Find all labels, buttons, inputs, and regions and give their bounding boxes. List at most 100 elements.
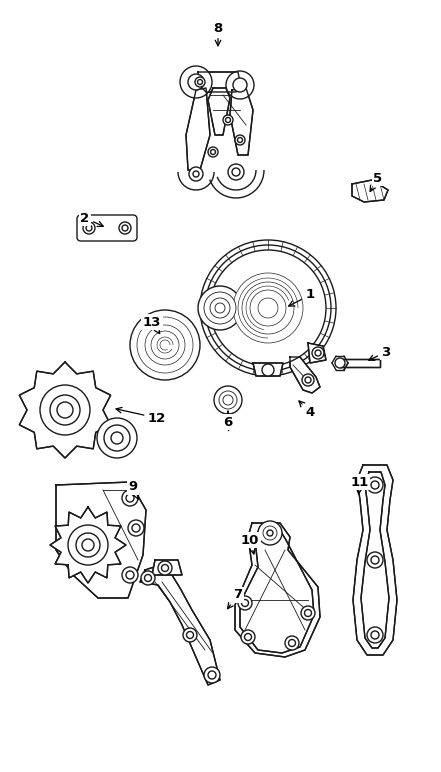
Polygon shape [340, 359, 380, 367]
Circle shape [151, 331, 179, 359]
Text: 4: 4 [299, 401, 314, 418]
Polygon shape [235, 523, 320, 657]
Circle shape [226, 71, 254, 99]
Circle shape [198, 80, 202, 84]
Text: 6: 6 [224, 411, 232, 428]
Circle shape [180, 66, 212, 98]
Text: 9: 9 [128, 480, 138, 499]
Circle shape [204, 667, 220, 683]
Text: 1: 1 [289, 289, 314, 306]
Circle shape [267, 530, 273, 536]
Circle shape [371, 556, 379, 564]
Circle shape [76, 533, 100, 557]
Circle shape [189, 167, 203, 181]
Circle shape [225, 117, 231, 123]
Circle shape [367, 477, 383, 493]
Circle shape [130, 310, 200, 380]
Circle shape [161, 564, 168, 571]
Circle shape [86, 225, 92, 231]
Text: 3: 3 [369, 346, 391, 361]
Circle shape [214, 386, 242, 414]
Circle shape [367, 552, 383, 568]
Circle shape [371, 631, 379, 639]
Circle shape [83, 222, 95, 234]
Circle shape [205, 245, 331, 371]
Circle shape [122, 490, 138, 506]
Circle shape [82, 539, 94, 551]
Text: 7: 7 [228, 588, 243, 608]
Circle shape [304, 610, 311, 617]
Circle shape [132, 524, 140, 532]
Text: 12: 12 [116, 408, 166, 425]
Circle shape [238, 596, 252, 610]
Circle shape [301, 606, 315, 620]
Polygon shape [152, 560, 182, 575]
Circle shape [126, 494, 134, 502]
Circle shape [235, 135, 245, 145]
Circle shape [233, 78, 247, 92]
Circle shape [188, 74, 204, 90]
Circle shape [183, 628, 197, 642]
Polygon shape [253, 363, 283, 376]
Circle shape [305, 377, 311, 383]
Circle shape [68, 525, 108, 565]
Circle shape [315, 350, 321, 356]
Circle shape [141, 571, 155, 585]
Circle shape [187, 631, 194, 638]
Text: 2: 2 [80, 212, 103, 226]
Circle shape [223, 395, 233, 405]
Circle shape [302, 374, 314, 386]
Text: 10: 10 [241, 533, 259, 554]
Circle shape [244, 634, 251, 641]
Circle shape [122, 567, 138, 583]
Circle shape [215, 303, 225, 313]
Polygon shape [290, 357, 320, 393]
FancyBboxPatch shape [77, 215, 137, 241]
Polygon shape [352, 180, 388, 202]
Polygon shape [198, 72, 240, 92]
Circle shape [210, 250, 326, 366]
Circle shape [223, 115, 233, 125]
Circle shape [250, 290, 286, 326]
Polygon shape [19, 362, 111, 458]
Circle shape [57, 402, 73, 418]
Circle shape [137, 317, 193, 373]
Polygon shape [186, 88, 210, 170]
Circle shape [367, 627, 383, 643]
Circle shape [145, 574, 152, 581]
Circle shape [208, 671, 216, 679]
Circle shape [258, 298, 278, 318]
Polygon shape [140, 565, 220, 685]
Circle shape [158, 561, 172, 575]
Circle shape [145, 325, 185, 365]
Circle shape [97, 418, 137, 458]
Circle shape [50, 395, 80, 425]
Circle shape [233, 273, 303, 343]
Polygon shape [353, 465, 397, 655]
Circle shape [104, 425, 130, 451]
Circle shape [204, 292, 236, 324]
Polygon shape [308, 343, 326, 363]
Circle shape [208, 147, 218, 157]
Text: 5: 5 [370, 171, 382, 191]
Circle shape [111, 432, 123, 444]
Circle shape [262, 364, 274, 376]
Circle shape [195, 77, 205, 87]
Circle shape [198, 286, 242, 330]
Circle shape [228, 164, 244, 180]
Text: 11: 11 [351, 476, 369, 494]
Circle shape [210, 150, 216, 154]
Circle shape [258, 521, 282, 545]
Polygon shape [230, 88, 253, 155]
Circle shape [122, 225, 128, 231]
Circle shape [232, 168, 240, 176]
Circle shape [242, 600, 248, 607]
Circle shape [335, 358, 345, 368]
Polygon shape [208, 88, 230, 135]
Circle shape [263, 526, 277, 540]
Circle shape [193, 171, 199, 177]
Circle shape [285, 636, 299, 650]
Circle shape [126, 571, 134, 579]
Circle shape [119, 222, 131, 234]
Circle shape [241, 630, 255, 644]
